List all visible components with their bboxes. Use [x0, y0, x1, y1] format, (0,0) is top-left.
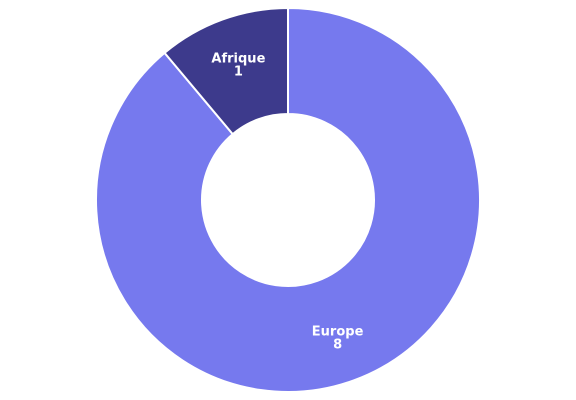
slice-value-europe: 8 — [333, 337, 342, 352]
slice-europe[interactable] — [95, 6, 481, 393]
slice-label-afrique: Afrique — [211, 52, 265, 67]
slice-afrique[interactable] — [163, 6, 289, 136]
slice-value-afrique: 1 — [234, 65, 243, 80]
slices-group — [95, 6, 481, 393]
slice-label-europe: Europe — [312, 324, 364, 339]
